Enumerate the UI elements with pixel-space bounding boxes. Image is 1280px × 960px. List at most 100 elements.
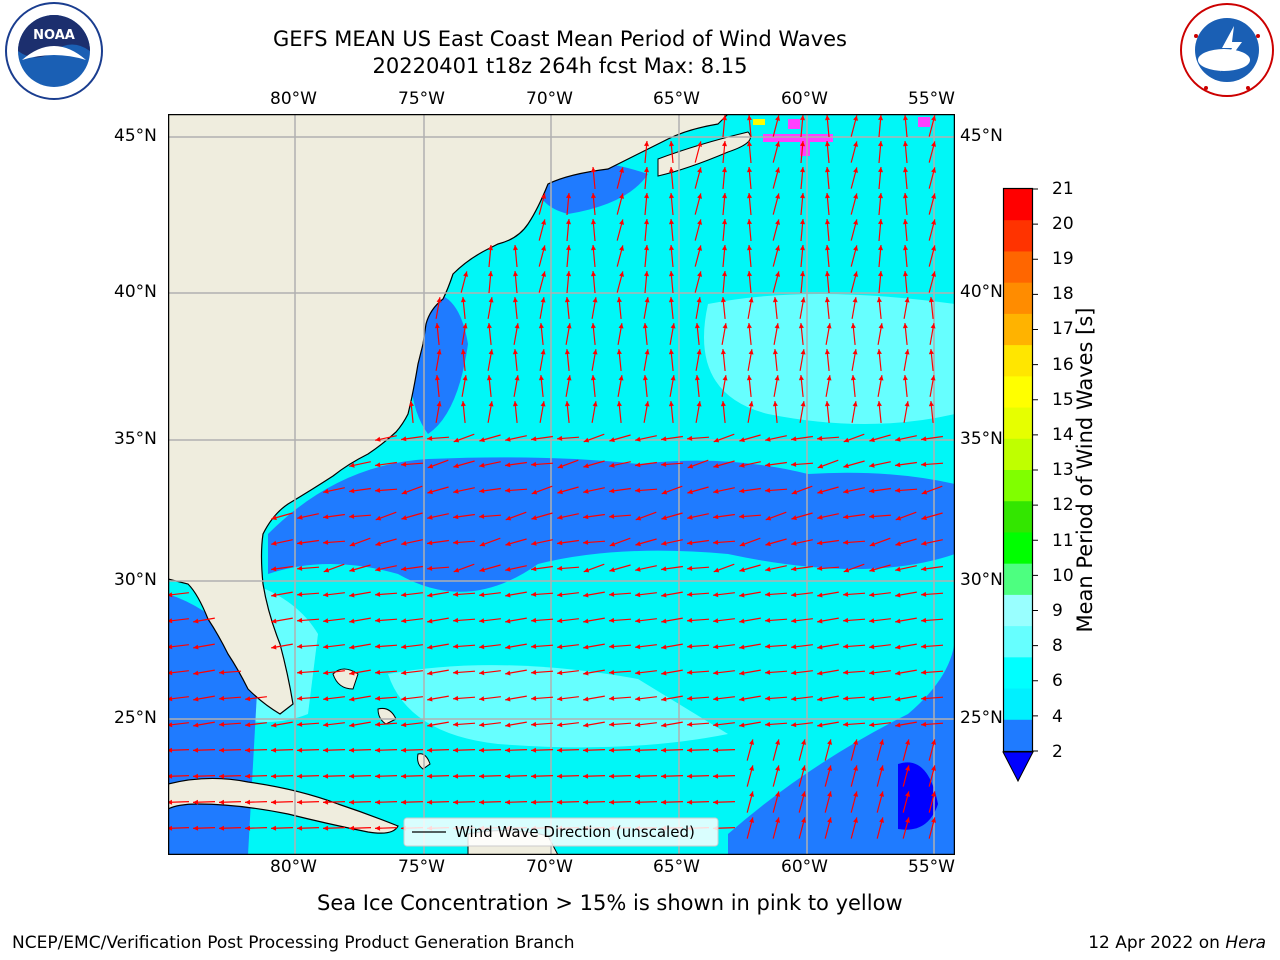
wind-wave-arrow-head — [713, 799, 719, 805]
wind-wave-arrow-head — [747, 141, 752, 147]
wind-wave-arrow-head — [349, 799, 355, 805]
noaa-logo-text: NOAA — [33, 28, 75, 43]
wind-wave-arrow-head — [824, 297, 830, 303]
wind-wave-arrow-head — [557, 747, 563, 753]
wind-wave-arrow-head — [616, 401, 622, 407]
colorbar-segment — [1004, 657, 1032, 690]
wind-wave-arrow-head — [775, 115, 780, 121]
wind-wave-arrow-head — [826, 375, 832, 381]
wind-wave-arrow-head — [869, 670, 875, 676]
wind-wave-arrow-head — [843, 643, 849, 649]
wind-wave-arrow-head — [401, 566, 407, 572]
wind-wave-arrow-head — [791, 566, 797, 572]
wind-wave-arrow-head — [853, 817, 858, 823]
wind-wave-arrow-head — [557, 618, 563, 624]
wind-wave-arrow-head — [713, 618, 719, 624]
colorbar-segment — [1004, 313, 1032, 346]
wind-wave-arrow-head — [635, 566, 641, 572]
wind-wave-arrow-head — [739, 462, 745, 468]
wind-wave-arrow-head — [193, 670, 199, 676]
wind-wave-arrow-head — [460, 349, 466, 355]
wind-wave-arrow-head — [505, 644, 511, 650]
wind-wave-arrow-head — [583, 670, 589, 676]
wind-wave-arrow-head — [669, 141, 674, 147]
wind-wave-arrow-head — [505, 618, 511, 624]
wind-wave-arrow-head — [505, 462, 511, 468]
wind-wave-arrow-head — [505, 747, 511, 753]
wind-wave-arrow-head — [427, 644, 433, 650]
wind-wave-arrow-head — [479, 799, 485, 805]
wind-wave-arrow-head — [505, 592, 511, 598]
lon-label-bottom: 60°W — [781, 857, 828, 877]
wind-wave-arrow-head — [583, 567, 590, 573]
wind-wave-arrow-head — [876, 349, 882, 355]
wind-wave-arrow-head — [635, 773, 641, 779]
wind-wave-arrow-head — [687, 721, 693, 727]
wind-wave-arrow-head — [931, 817, 936, 823]
wind-wave-arrow-head — [619, 271, 624, 277]
wind-wave-arrow-head — [531, 747, 537, 753]
wind-wave-arrow-head — [895, 487, 901, 493]
wind-wave-arrow-head — [697, 245, 702, 251]
wind-wave-arrow-head — [827, 817, 832, 823]
wind-wave-arrow-head — [453, 747, 459, 753]
colorbar-segment — [1004, 719, 1032, 752]
wind-wave-arrow-head — [722, 141, 727, 147]
wind-wave-arrow-head — [853, 167, 858, 173]
wind-wave-arrow-head — [817, 670, 823, 676]
wind-wave-arrow-head — [775, 141, 780, 147]
wind-wave-arrow-head — [696, 401, 702, 407]
wind-wave-arrow-head — [713, 722, 719, 728]
wind-wave-arrow-head — [746, 375, 752, 381]
wind-wave-arrow-head — [850, 323, 856, 329]
wind-wave-arrow-head — [713, 539, 719, 545]
wind-wave-arrow-head — [798, 375, 804, 381]
wind-wave-arrow-head — [739, 722, 745, 728]
wind-wave-arrow-head — [564, 401, 570, 407]
wind-wave-arrow-head — [619, 193, 624, 199]
wind-wave-arrow-head — [800, 297, 806, 303]
wind-wave-arrow-head — [618, 375, 624, 381]
wind-wave-arrow-head — [869, 488, 875, 494]
wind-wave-arrow-head — [297, 540, 303, 546]
wind-wave-arrow-head — [479, 437, 485, 443]
wind-wave-arrow-head — [687, 435, 693, 441]
wind-wave-arrow-head — [931, 271, 936, 277]
wind-wave-arrow-head — [486, 375, 492, 381]
wind-wave-arrow-head — [635, 515, 642, 521]
wind-wave-arrow-head — [748, 349, 754, 355]
wind-wave-arrow-head — [878, 141, 883, 147]
colorbar-tick-label: 11 — [1052, 531, 1074, 551]
colorbar-segment — [1004, 532, 1032, 565]
wind-wave-arrow-head — [531, 540, 537, 546]
noaa-logo: NOAA — [2, 2, 106, 100]
wind-wave-arrow-head — [853, 245, 858, 251]
wind-wave-arrow-head — [557, 722, 563, 728]
wind-wave-arrow-head — [817, 618, 823, 624]
wind-wave-arrow-head — [791, 515, 797, 521]
wind-wave-arrow-head — [323, 670, 329, 676]
wind-wave-arrow-head — [531, 721, 537, 727]
wind-wave-arrow-head — [375, 541, 381, 547]
wind-wave-arrow-head — [775, 167, 780, 173]
wind-wave-arrow-head — [748, 401, 754, 407]
wind-wave-arrow-head — [401, 799, 407, 805]
footer-credit: NCEP/EMC/Verification Post Processing Pr… — [12, 933, 575, 953]
wind-wave-arrow-head — [747, 115, 752, 121]
wind-wave-arrow-head — [219, 773, 225, 779]
wind-wave-arrow-head — [245, 696, 251, 702]
wind-wave-arrow-head — [878, 115, 883, 121]
wind-wave-arrow-head — [375, 462, 381, 468]
cuba — [168, 777, 399, 834]
wind-wave-arrow-head — [540, 401, 546, 407]
wind-wave-arrow-head — [661, 644, 667, 650]
colorbar-tick-label: 8 — [1052, 636, 1063, 656]
wind-wave-arrow-head — [739, 696, 745, 702]
wind-wave-arrow-head — [800, 349, 806, 355]
wind-wave-arrow-head — [323, 722, 329, 728]
wind-wave-arrow-head — [739, 644, 745, 650]
wind-wave-arrow-head — [453, 437, 460, 443]
wind-wave-arrow-head — [271, 747, 277, 753]
wind-wave-arrow-head — [713, 514, 719, 520]
wind-wave-arrow-head — [609, 488, 615, 494]
